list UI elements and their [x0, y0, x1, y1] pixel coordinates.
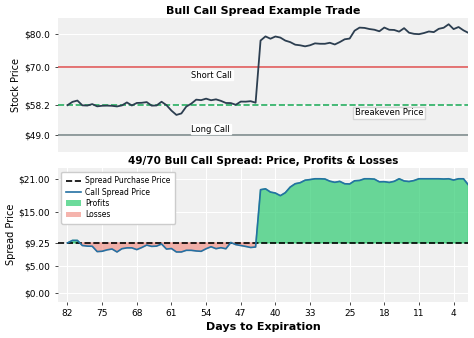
Text: Long Call: Long Call [191, 125, 230, 134]
Title: 49/70 Bull Call Spread: Price, Profits & Losses: 49/70 Bull Call Spread: Price, Profits &… [128, 156, 398, 166]
Text: Breakeven Price: Breakeven Price [355, 108, 423, 117]
Y-axis label: Stock Price: Stock Price [11, 57, 21, 112]
Y-axis label: Spread Price: Spread Price [6, 204, 16, 265]
Legend: Spread Purchase Price, Call Spread Price, Profits, Losses: Spread Purchase Price, Call Spread Price… [62, 172, 175, 224]
Text: Short Call: Short Call [191, 71, 232, 79]
X-axis label: Days to Expiration: Days to Expiration [206, 322, 320, 333]
Title: Bull Call Spread Example Trade: Bull Call Spread Example Trade [166, 5, 360, 16]
